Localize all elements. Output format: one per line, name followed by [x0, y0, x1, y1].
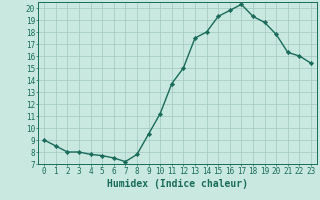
X-axis label: Humidex (Indice chaleur): Humidex (Indice chaleur): [107, 179, 248, 189]
